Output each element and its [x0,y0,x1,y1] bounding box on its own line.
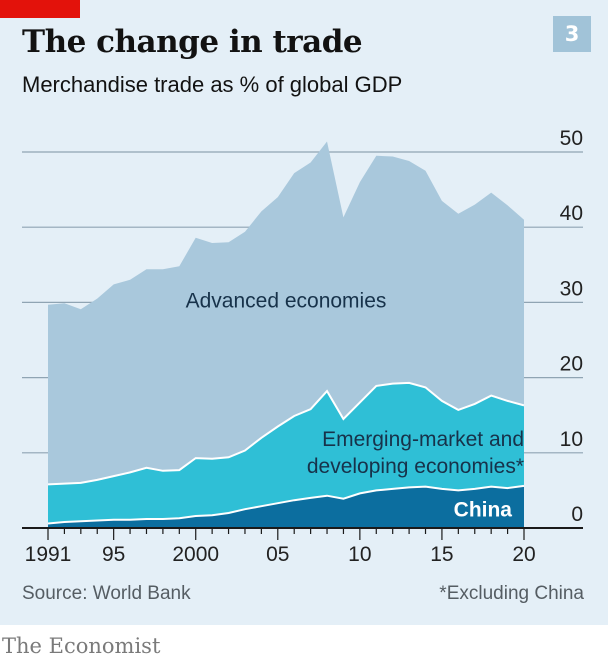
series-lines [47,381,525,525]
economist-red-tab [0,0,80,18]
y-tick-label: 0 [571,503,583,526]
y-tick-label: 40 [560,202,583,225]
x-tick-label: 10 [348,543,371,566]
y-tick-label: 20 [560,353,583,376]
stacked-area-chart: 0 10 20 30 40 50 1991 95 2000 05 10 15 20 Advanced e… [22,127,583,566]
x-tick-label: 20 [512,543,535,566]
source-note: Source: World Bank [22,583,191,604]
axes: 0 10 20 30 40 50 1991 95 2000 05 10 15 20 [22,127,583,566]
y-tick-label: 10 [560,428,583,451]
label-emerging-economies-line: developing economies* [307,455,524,478]
x-tick-label: 2000 [172,543,219,566]
area-layer [48,141,524,528]
emerging-area [48,382,524,524]
advanced-area [48,141,524,485]
chart-number-badge: 3 [553,16,591,52]
series-labels: Advanced economies Emerging-market and dev… [186,290,524,522]
x-tick-label: 05 [266,543,289,566]
label-advanced-economies: Advanced economies [186,290,387,313]
emerging-boundary-line [47,381,525,486]
china-area [48,485,524,528]
chart-card: The change in trade Merchandise trade as… [0,0,608,625]
label-emerging-economies-line: Emerging-market and [322,428,524,451]
x-tick-label: 15 [430,543,453,566]
y-tick-label: 30 [560,277,583,300]
chart-title: The change in trade [22,24,363,60]
y-tick-label: 50 [560,127,583,150]
label-china: China [454,499,513,522]
economist-logo: The Economist [2,634,161,658]
x-tick-label: 95 [102,543,125,566]
chart-subtitle: Merchandise trade as % of global GDP [22,72,403,97]
china-boundary-line [47,484,525,525]
footnote: *Excluding China [439,583,584,604]
x-tick-label: 1991 [25,543,72,566]
